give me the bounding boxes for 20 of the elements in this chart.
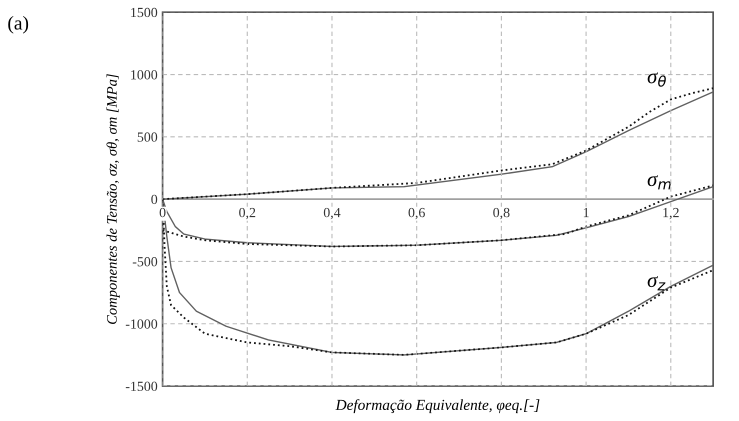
x-tick-label: 1 (584, 208, 589, 218)
text: (a) (8, 16, 28, 34)
y-tick-label: 0 (151, 194, 158, 204)
y-tick-label: -1000 (126, 319, 158, 329)
x-tick-label: 0,2 (239, 208, 256, 220)
y-tick-label: 1500 (131, 8, 158, 18)
x-tick-label: 0,4 (324, 208, 340, 220)
annotation: σ$_{m}$ (648, 175, 671, 190)
x-tick-label: 1,2 (663, 208, 679, 220)
y-tick-label: -500 (132, 257, 158, 266)
x-tick-label: 0 (160, 208, 166, 218)
y-tick-label: -1500 (126, 382, 158, 392)
x-tick-label: 0,6 (408, 208, 425, 220)
y-axis-title: Componentes de Tensão, σz, σθ, σm [MPa] (106, 74, 120, 324)
y-tick-label: 1000 (131, 70, 158, 80)
x-axis-title: Deformação Equivalente, φeq.[-] (335, 399, 540, 414)
x-tick-label: 0,8 (493, 208, 510, 220)
annotation: σ$_{θ}$ (648, 72, 666, 87)
annotation: σ$_{z}$ (648, 276, 666, 290)
y-tick-label: 500 (138, 132, 158, 142)
